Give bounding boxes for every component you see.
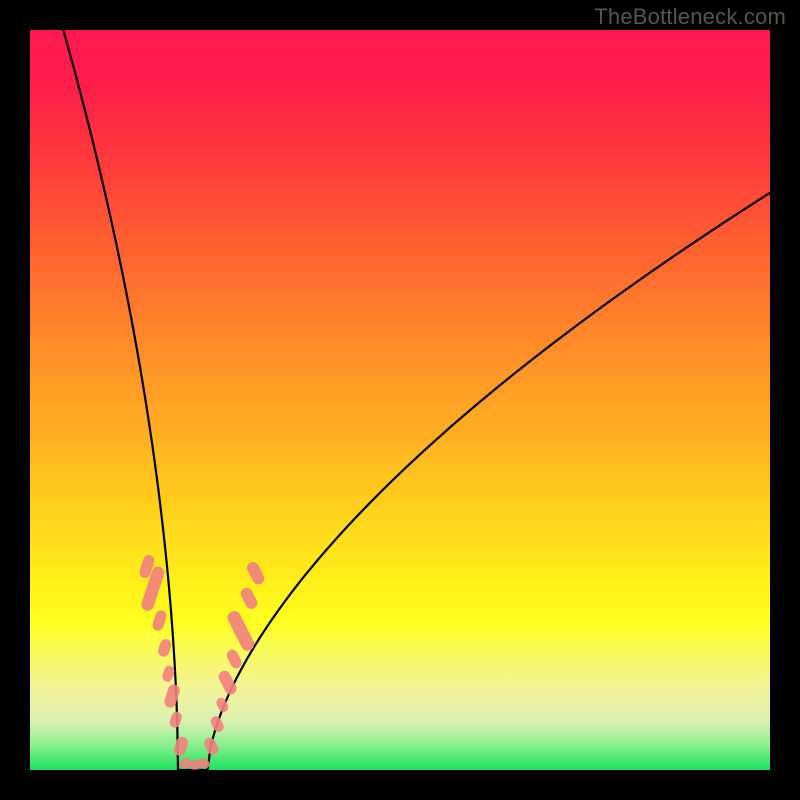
watermark-text: TheBottleneck.com: [594, 4, 786, 30]
chart-svg: [0, 0, 800, 800]
chart-container: TheBottleneck.com: [0, 0, 800, 800]
